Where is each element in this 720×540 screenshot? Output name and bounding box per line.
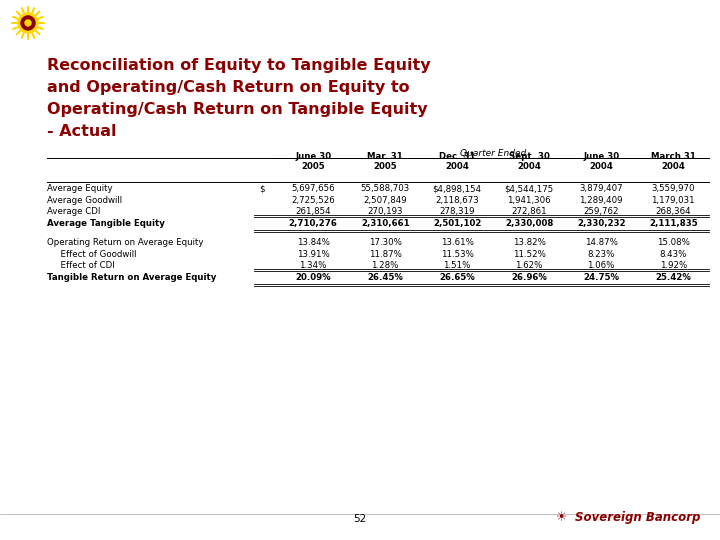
Text: $: $ bbox=[259, 184, 265, 193]
Text: 1.28%: 1.28% bbox=[372, 261, 399, 271]
Text: 26.45%: 26.45% bbox=[367, 273, 403, 282]
Text: 20.09%: 20.09% bbox=[295, 273, 331, 282]
Text: 278,319: 278,319 bbox=[439, 207, 475, 217]
Text: 2,330,232: 2,330,232 bbox=[577, 219, 626, 228]
Text: 2004: 2004 bbox=[445, 162, 469, 171]
Text: Mar. 31: Mar. 31 bbox=[367, 152, 403, 161]
Text: 13.82%: 13.82% bbox=[513, 238, 546, 247]
Text: June 30: June 30 bbox=[295, 152, 331, 161]
Text: 5,697,656: 5,697,656 bbox=[292, 184, 335, 193]
Text: 2,501,102: 2,501,102 bbox=[433, 219, 482, 228]
Text: 2,118,673: 2,118,673 bbox=[436, 196, 479, 205]
Text: 259,762: 259,762 bbox=[583, 207, 619, 217]
Text: Effect of Goodwill: Effect of Goodwill bbox=[55, 250, 136, 259]
Text: 270,193: 270,193 bbox=[367, 207, 403, 217]
Text: 17.30%: 17.30% bbox=[369, 238, 402, 247]
Text: 2,330,008: 2,330,008 bbox=[505, 219, 554, 228]
Text: 1.34%: 1.34% bbox=[300, 261, 327, 271]
Text: 13.61%: 13.61% bbox=[441, 238, 474, 247]
Text: 2004: 2004 bbox=[589, 162, 613, 171]
Text: 2,725,526: 2,725,526 bbox=[292, 196, 335, 205]
Text: $4,898,154: $4,898,154 bbox=[433, 184, 482, 193]
Circle shape bbox=[25, 20, 31, 26]
Text: Reconciliation of Equity to Tangible Equity: Reconciliation of Equity to Tangible Equ… bbox=[47, 58, 431, 73]
Text: 24.75%: 24.75% bbox=[583, 273, 619, 282]
Text: March 31: March 31 bbox=[651, 152, 696, 161]
Text: Dec. 31: Dec. 31 bbox=[439, 152, 475, 161]
Text: 2004: 2004 bbox=[661, 162, 685, 171]
Text: 3,559,970: 3,559,970 bbox=[652, 184, 695, 193]
Text: 2,710,276: 2,710,276 bbox=[289, 219, 338, 228]
Text: 1,179,031: 1,179,031 bbox=[652, 196, 695, 205]
Text: 52: 52 bbox=[354, 514, 366, 524]
Text: 2005: 2005 bbox=[374, 162, 397, 171]
Text: Sovereign Bancorp: Sovereign Bancorp bbox=[575, 511, 700, 524]
Text: 2005: 2005 bbox=[302, 162, 325, 171]
Text: Average Goodwill: Average Goodwill bbox=[47, 196, 122, 205]
Text: ☀: ☀ bbox=[557, 511, 567, 524]
Text: 2,507,849: 2,507,849 bbox=[364, 196, 407, 205]
Text: 1.06%: 1.06% bbox=[588, 261, 615, 271]
Text: Average Tangible Equity: Average Tangible Equity bbox=[47, 219, 165, 228]
Text: Sept. 30: Sept. 30 bbox=[509, 152, 549, 161]
Text: Quarter Ended: Quarter Ended bbox=[460, 149, 526, 158]
Text: 8.43%: 8.43% bbox=[660, 250, 687, 259]
Circle shape bbox=[18, 13, 38, 33]
Text: 1.92%: 1.92% bbox=[660, 261, 687, 271]
Text: and Operating/Cash Return on Equity to: and Operating/Cash Return on Equity to bbox=[47, 80, 410, 95]
Text: 1.62%: 1.62% bbox=[516, 261, 543, 271]
Text: 14.87%: 14.87% bbox=[585, 238, 618, 247]
Text: 26.96%: 26.96% bbox=[511, 273, 547, 282]
Text: 13.91%: 13.91% bbox=[297, 250, 330, 259]
Text: 268,364: 268,364 bbox=[655, 207, 691, 217]
Text: 1,289,409: 1,289,409 bbox=[580, 196, 623, 205]
Text: 15.08%: 15.08% bbox=[657, 238, 690, 247]
Text: 2004: 2004 bbox=[517, 162, 541, 171]
Text: - Actual: - Actual bbox=[47, 124, 117, 139]
Text: 261,854: 261,854 bbox=[295, 207, 331, 217]
Text: 2,310,661: 2,310,661 bbox=[361, 219, 410, 228]
Text: 2,111,835: 2,111,835 bbox=[649, 219, 698, 228]
Text: 8.23%: 8.23% bbox=[588, 250, 615, 259]
Text: Effect of CDI: Effect of CDI bbox=[55, 261, 114, 271]
Text: 11.53%: 11.53% bbox=[441, 250, 474, 259]
Text: 1,941,306: 1,941,306 bbox=[508, 196, 551, 205]
Text: 11.87%: 11.87% bbox=[369, 250, 402, 259]
Circle shape bbox=[21, 16, 35, 30]
Text: Average CDI: Average CDI bbox=[47, 207, 100, 217]
Text: 26.65%: 26.65% bbox=[439, 273, 475, 282]
Text: Operating Return on Average Equity: Operating Return on Average Equity bbox=[47, 238, 203, 247]
Text: Operating/Cash Return on Tangible Equity: Operating/Cash Return on Tangible Equity bbox=[47, 102, 428, 117]
Text: $4,544,175: $4,544,175 bbox=[505, 184, 554, 193]
Text: 3,879,407: 3,879,407 bbox=[580, 184, 623, 193]
Text: 13.84%: 13.84% bbox=[297, 238, 330, 247]
Text: June 30: June 30 bbox=[583, 152, 619, 161]
Text: 11.52%: 11.52% bbox=[513, 250, 546, 259]
Text: Tangible Return on Average Equity: Tangible Return on Average Equity bbox=[47, 273, 216, 282]
Text: Average Equity: Average Equity bbox=[47, 184, 112, 193]
Text: 25.42%: 25.42% bbox=[655, 273, 691, 282]
Text: 272,861: 272,861 bbox=[511, 207, 547, 217]
Text: 55,588,703: 55,588,703 bbox=[361, 184, 410, 193]
Text: 1.51%: 1.51% bbox=[444, 261, 471, 271]
